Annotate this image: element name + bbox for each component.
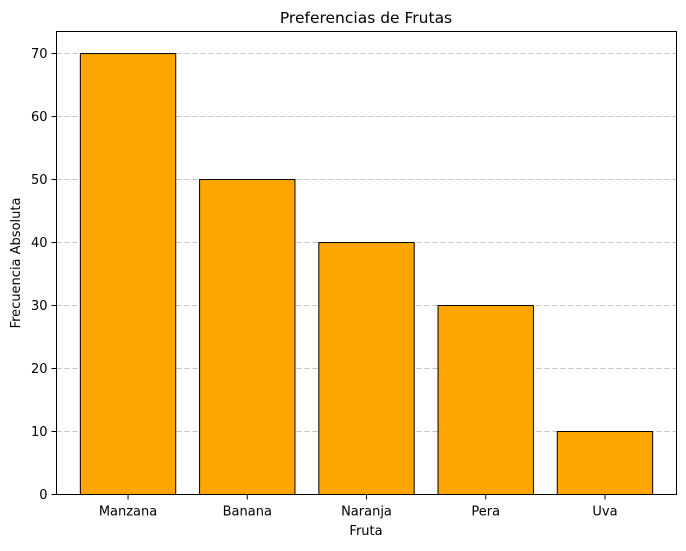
y-tick-label: 0 [39,488,47,503]
bar-naranja [318,242,415,495]
bars [79,53,654,496]
x-tick-label: Uva [592,505,617,520]
y-tick-label: 20 [31,362,48,377]
chart-title: Preferencias de Frutas [280,9,452,27]
bar-uva [556,431,654,496]
x-axis-ticks: Manzana Banana Naranja Pera Uva [99,494,618,520]
y-axis-label: Frecuencia Absoluta [9,198,24,329]
y-axis-ticks: 0 10 20 30 40 50 60 70 [31,47,57,503]
x-tick-label: Manzana [99,505,157,520]
x-tick-label: Naranja [341,505,392,520]
bar-banana [199,179,296,495]
bar-manzana [79,53,177,496]
y-tick-label: 30 [31,299,48,314]
x-axis-label: Fruta [349,524,382,539]
x-tick-label: Pera [471,505,500,520]
y-tick-label: 40 [31,236,48,251]
x-tick-label: Banana [223,505,272,520]
bar-pera [437,305,534,496]
y-tick-label: 60 [31,110,48,125]
y-tick-label: 70 [31,47,48,62]
y-tick-label: 10 [31,425,48,440]
y-tick-label: 50 [31,173,48,188]
